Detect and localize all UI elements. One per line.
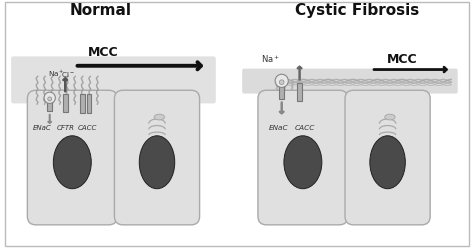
Text: Cl$^-$: Cl$^-$ — [62, 70, 75, 79]
Ellipse shape — [370, 136, 405, 189]
FancyBboxPatch shape — [114, 91, 200, 225]
FancyBboxPatch shape — [27, 91, 117, 225]
Ellipse shape — [48, 98, 52, 102]
Ellipse shape — [154, 115, 164, 120]
Bar — [63, 95, 68, 113]
Text: Na$^+$: Na$^+$ — [261, 53, 281, 65]
Bar — [297, 84, 302, 101]
Text: Cystic Fibrosis: Cystic Fibrosis — [295, 3, 419, 18]
Text: ENaC: ENaC — [269, 125, 288, 131]
Ellipse shape — [54, 136, 91, 189]
FancyBboxPatch shape — [11, 57, 216, 104]
Ellipse shape — [279, 80, 284, 85]
Ellipse shape — [284, 136, 322, 189]
FancyBboxPatch shape — [258, 91, 348, 225]
Text: ENaC: ENaC — [32, 125, 51, 131]
Text: Na$^+$: Na$^+$ — [48, 68, 64, 79]
Bar — [47, 98, 52, 112]
Bar — [80, 94, 85, 114]
Ellipse shape — [385, 115, 395, 120]
Text: CACC: CACC — [78, 125, 97, 131]
Text: CACC: CACC — [295, 125, 315, 131]
Text: MCC: MCC — [88, 46, 118, 59]
Bar — [87, 94, 91, 114]
FancyBboxPatch shape — [345, 91, 430, 225]
FancyBboxPatch shape — [242, 69, 458, 94]
Ellipse shape — [44, 93, 55, 104]
Text: Normal: Normal — [70, 3, 131, 18]
Bar — [279, 85, 284, 100]
Text: MCC: MCC — [386, 53, 417, 66]
Text: CFTR: CFTR — [56, 125, 74, 131]
Ellipse shape — [275, 75, 288, 88]
Ellipse shape — [139, 136, 175, 189]
